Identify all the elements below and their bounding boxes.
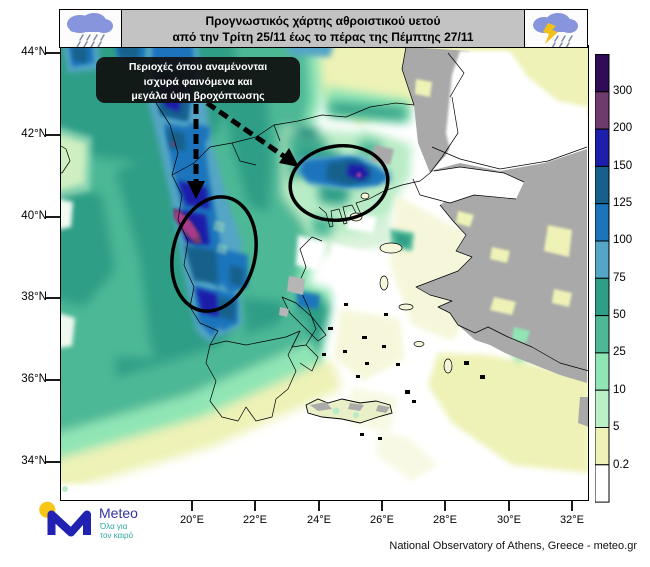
svg-text:Όλα για: Όλα για [99, 522, 128, 531]
svg-text:τον καιρό: τον καιρό [100, 531, 134, 540]
svg-text:Meteo: Meteo [99, 505, 138, 521]
